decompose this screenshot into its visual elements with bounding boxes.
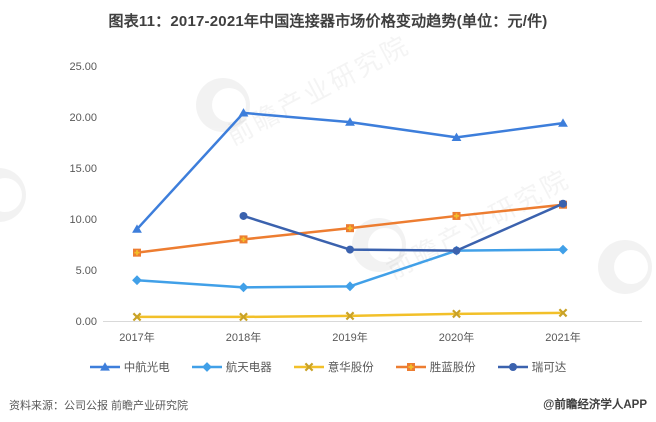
data-point-marker (558, 244, 568, 255)
data-point-marker (451, 132, 462, 141)
x-axis-tick-label: 2017年 (119, 330, 154, 344)
legend-marker-icon (89, 362, 120, 371)
data-point-marker (238, 282, 249, 293)
legend-label: 意华股份 (327, 362, 374, 374)
data-point-marker (239, 312, 248, 322)
data-point-marker (508, 363, 517, 371)
data-point-marker (132, 275, 142, 286)
data-source-note: 资料来源：公司公报 前瞻产业研究院 (9, 400, 189, 412)
x-axis-tick-label: 2019年 (332, 330, 367, 344)
data-point-marker (558, 308, 568, 318)
data-point-marker (559, 199, 567, 208)
chart-title: 图表11：2017-2021年中国连接器市场价格变动趋势(单位：元/件) (108, 13, 548, 30)
data-point-marker (346, 245, 354, 254)
chart-legend: 中航光电 航天电器 意华股份 胜蓝股份 瑞可达 (0, 357, 656, 377)
legend-item-4: 瑞可达 (497, 359, 567, 375)
legend-marker-icon (497, 363, 528, 371)
legend-item-3: 胜蓝股份 (395, 359, 476, 375)
data-point-marker (345, 311, 355, 321)
data-point-marker (558, 118, 568, 127)
legend-item-2: 意华股份 (293, 359, 374, 375)
series-line-4 (242, 202, 565, 252)
legend-item-1: 航天电器 (191, 359, 272, 375)
data-point-marker (304, 362, 314, 372)
data-point-marker (132, 312, 142, 322)
data-point-marker (132, 224, 142, 233)
legend-label: 中航光电 (123, 362, 170, 374)
data-point-marker (345, 117, 355, 126)
brand-credit: @前瞻经济学人APP (543, 399, 647, 411)
legend-marker-icon (395, 363, 426, 371)
data-point-marker (99, 362, 110, 371)
data-point-marker (239, 211, 248, 220)
y-axis-tick-label: 20.00 (69, 112, 97, 124)
legend-item-0: 中航光电 (89, 359, 170, 375)
legend-label: 胜蓝股份 (429, 362, 476, 374)
x-axis-tick-label: 2020年 (439, 330, 474, 344)
y-axis-tick-label: 10.00 (69, 214, 97, 226)
data-point-marker (201, 362, 212, 372)
data-point-marker (345, 281, 355, 292)
data-point-marker (452, 309, 461, 319)
data-point-marker (452, 246, 461, 255)
y-axis-tick-label: 0.00 (76, 316, 97, 328)
x-axis-tick-label: 2018年 (226, 330, 261, 344)
legend-marker-icon (293, 362, 324, 372)
legend-label: 航天电器 (225, 362, 272, 374)
y-axis-tick-label: 25.00 (69, 61, 97, 73)
y-axis-tick-label: 5.00 (76, 265, 97, 277)
y-axis-tick-label: 15.00 (69, 163, 97, 175)
legend-marker-icon (191, 362, 222, 372)
data-point-marker (238, 108, 249, 117)
x-axis-tick-label: 2021年 (545, 330, 580, 344)
legend-label: 瑞可达 (531, 362, 567, 374)
